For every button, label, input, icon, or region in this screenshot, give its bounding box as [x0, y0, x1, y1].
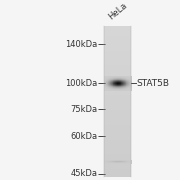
Text: 75kDa: 75kDa: [70, 105, 97, 114]
Text: 60kDa: 60kDa: [70, 132, 97, 141]
Text: 100kDa: 100kDa: [65, 79, 97, 88]
Text: STAT5B: STAT5B: [137, 79, 170, 88]
Text: HeLa: HeLa: [107, 1, 129, 21]
Text: 45kDa: 45kDa: [70, 169, 97, 178]
Text: 140kDa: 140kDa: [65, 40, 97, 49]
